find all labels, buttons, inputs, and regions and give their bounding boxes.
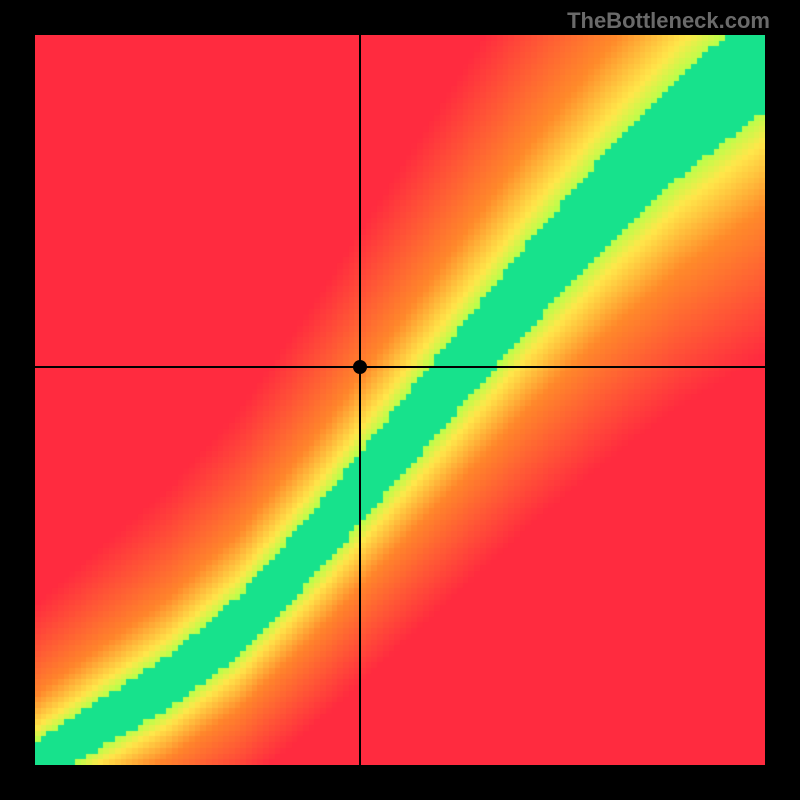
chart-container: { "watermark": "TheBottleneck.com", "cha… bbox=[0, 0, 800, 800]
crosshair-vertical bbox=[359, 35, 361, 765]
heatmap-canvas bbox=[35, 35, 765, 765]
heatmap-plot bbox=[35, 35, 765, 765]
marker-dot bbox=[353, 360, 367, 374]
watermark-text: TheBottleneck.com bbox=[567, 8, 770, 34]
crosshair-horizontal bbox=[35, 366, 765, 368]
